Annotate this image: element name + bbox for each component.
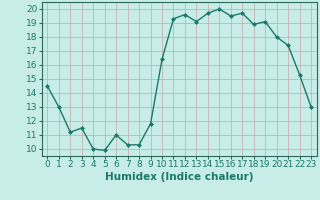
- X-axis label: Humidex (Indice chaleur): Humidex (Indice chaleur): [105, 172, 253, 182]
